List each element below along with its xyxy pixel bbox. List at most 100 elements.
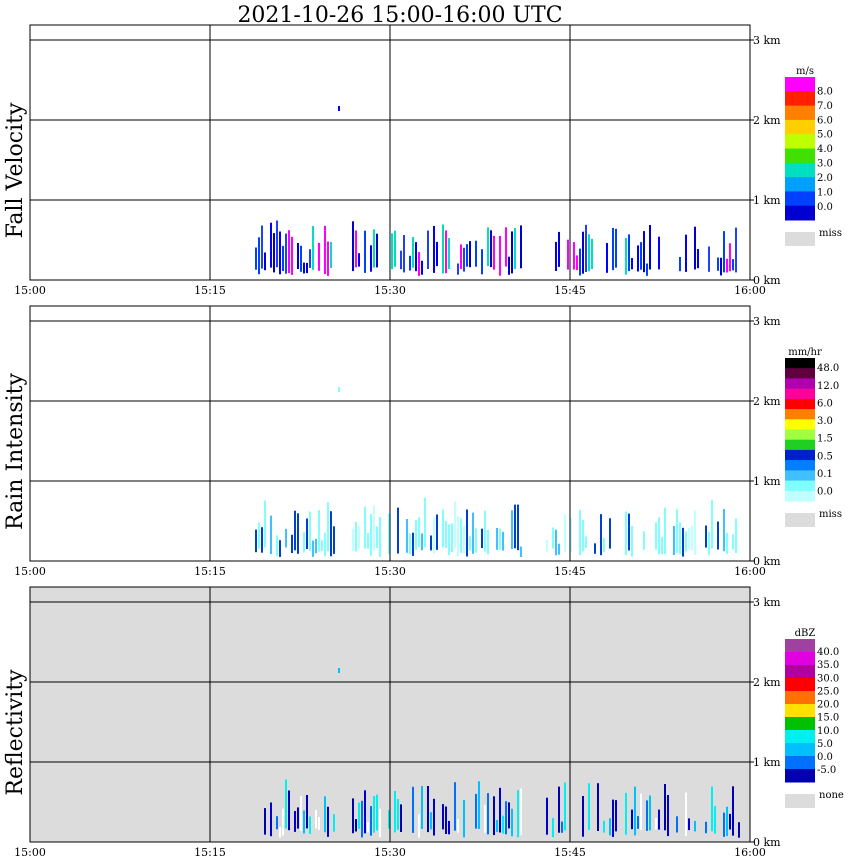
echo-column [285,233,287,274]
legend-label: -5.0 [817,765,836,776]
echo-column [454,501,456,548]
echo-column [658,517,660,555]
echo-column [406,519,408,553]
echo-column [445,520,447,548]
echo-column [258,522,260,549]
echo-column [358,253,360,267]
echo-column [355,819,357,832]
echo-column [612,228,614,271]
echo-column [415,519,417,550]
echo-column [436,241,438,267]
echo-column [511,808,513,837]
echo-column [466,244,468,267]
panel-frame [29,24,751,281]
echo-column [597,783,599,831]
echo-column [552,527,554,549]
x-tick-label: 15:00 [14,284,46,297]
echo-column [330,242,332,268]
echo-column [418,814,420,838]
echo-column [588,783,590,830]
legend-swatch [785,429,815,441]
legend-label: 0.0 [817,202,833,213]
color-legend: mm/hr 48.0 12.0 6.0 3.0 1.5 0.5 0.1 0.0 miss [785,347,842,527]
echo-column [499,235,501,276]
echo-column [664,507,666,555]
legend-label: 2.0 [817,173,833,184]
panel-2: 0 km 1 km 2 km 3 km 15:00 15:15 15:30 15:45 16:0… [3,305,842,578]
legend-swatch [785,704,815,718]
echo-column [412,237,414,268]
echo-column [388,513,390,554]
x-tick-label: 16:00 [734,565,766,578]
echo-column [688,818,690,831]
echo-column [270,222,272,268]
echo-column [561,821,563,833]
echo-column [469,241,471,268]
panel-label: Reflectivity [3,669,28,796]
echo-column [475,528,477,553]
legend-swatch [785,162,815,178]
legend-label: 20.0 [817,700,839,711]
echo-column [558,786,560,833]
echo-column [309,249,311,268]
echo-column [570,518,572,553]
echo-column [625,511,627,556]
y-tick-label: 0 km [753,836,781,849]
echo-column [279,231,281,275]
echo-column [397,799,399,830]
legend-label: 25.0 [817,686,839,697]
legend-unit: mm/hr [788,347,822,358]
echo-column [567,239,569,270]
echo-column [552,817,554,838]
echo-column [646,800,648,831]
echo-column [352,221,354,272]
legend-swatch [785,490,815,502]
legend-label: 0.1 [817,469,833,480]
echo-column [637,245,639,272]
color-legend: m/s8.0 7.0 6.0 5.0 4.0 3.0 2.0 1.0 0.0 miss [785,66,842,246]
echo-column [576,255,578,271]
echo-column [264,252,266,271]
echo-column [394,791,396,833]
echo-column [367,822,369,833]
echo-column [694,226,696,270]
echo-column [508,256,510,275]
legend-swatch [785,439,815,451]
panel-1: 0 km 1 km 2 km 3 km 15:00 15:15 15:30 15:45 16:0… [3,24,842,297]
echo-column [484,510,486,552]
legend-swatch [785,652,815,666]
echo-column [466,509,468,557]
echo-column [318,510,320,552]
x-tick-label: 15:45 [554,565,586,578]
echo-column [288,230,290,273]
x-tick-label: 15:30 [374,284,406,297]
legend-miss-label: miss [819,228,842,239]
x-tick-label: 15:45 [554,846,586,859]
legend-swatch [785,730,815,744]
echo-column [475,793,477,829]
legend-label: 1.0 [817,188,833,199]
echo-column [685,792,687,836]
echo-column [643,231,645,273]
echo-column [315,810,317,829]
echo-column [448,820,450,835]
echo-column [664,784,666,831]
echo-column [285,779,287,829]
legend-label: 12.0 [817,381,839,392]
echo-column [667,795,669,837]
legend-label: 5.0 [817,130,833,141]
legend-label: 8.0 [817,86,833,97]
echo-column [688,527,690,550]
echo-column [303,810,305,834]
echo-column [400,250,402,270]
legend-swatch [785,769,815,783]
echo-column [711,500,713,549]
panel-frame [29,586,751,843]
echo-column [493,235,495,270]
echo-column [615,228,617,268]
legend-swatch [785,743,815,757]
echo-column [297,243,299,269]
legend-label: 1.5 [817,434,833,445]
echo-column [373,795,375,833]
echo-column [418,517,420,548]
